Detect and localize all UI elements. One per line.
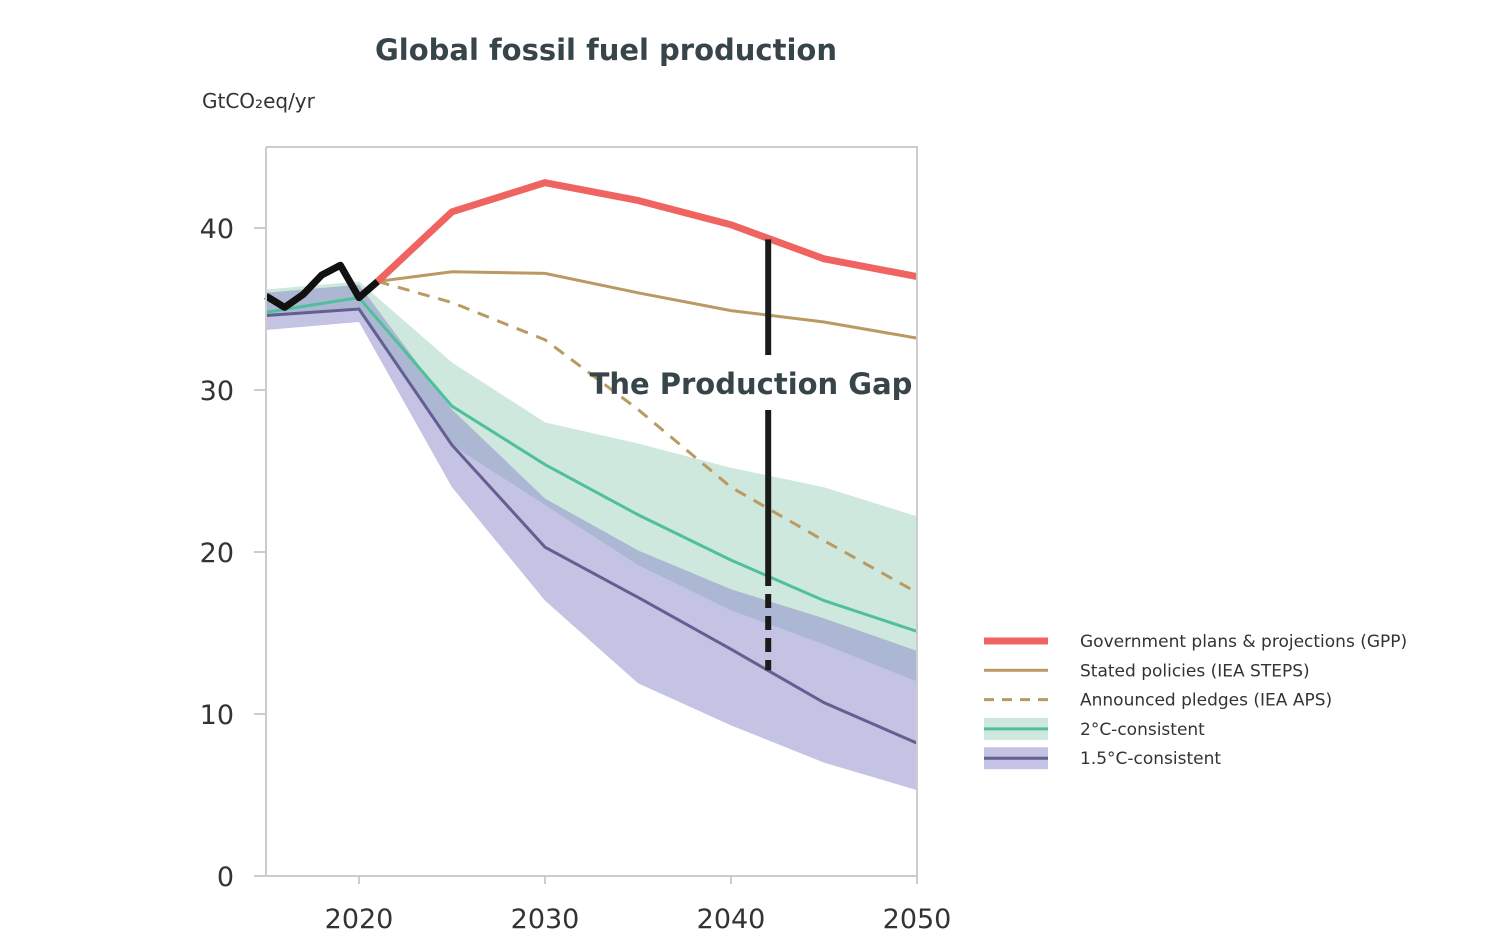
legend-label-c15: 1.5°C-consistent [1080, 749, 1221, 769]
legend-label-steps: Stated policies (IEA STEPS) [1080, 661, 1310, 681]
line-gpp [375, 179, 918, 285]
x-tick-label: 2020 [325, 904, 394, 935]
legend-label-c2: 2°C-consistent [1080, 720, 1205, 740]
plot-area: The Production Gap [264, 146, 918, 877]
x-tick-label: 2030 [511, 904, 580, 935]
line-historical [264, 261, 380, 311]
y-axis-unit: GtCO₂eq/yr [202, 89, 316, 113]
x-tick-label: 2040 [697, 904, 766, 935]
legend: Government plans & projections (GPP) Stat… [984, 632, 1407, 770]
y-tick-label: 0 [217, 862, 234, 893]
legend-label-aps: Announced pledges (IEA APS) [1080, 691, 1332, 711]
chart-title: Global fossil fuel production [375, 33, 837, 67]
production-gap-label: The Production Gap [590, 367, 913, 401]
line-1-5c [265, 307, 918, 745]
plot-frame [266, 146, 918, 876]
y-tick-label: 20 [200, 538, 234, 569]
x-tick-label: 2050 [883, 904, 952, 935]
y-tick-label: 10 [200, 700, 234, 731]
line-2c [265, 296, 918, 633]
legend-label-gpp: Government plans & projections (GPP) [1080, 632, 1407, 652]
y-tick-label: 40 [200, 214, 234, 245]
line-steps [377, 270, 918, 340]
y-tick-label: 30 [200, 376, 234, 407]
